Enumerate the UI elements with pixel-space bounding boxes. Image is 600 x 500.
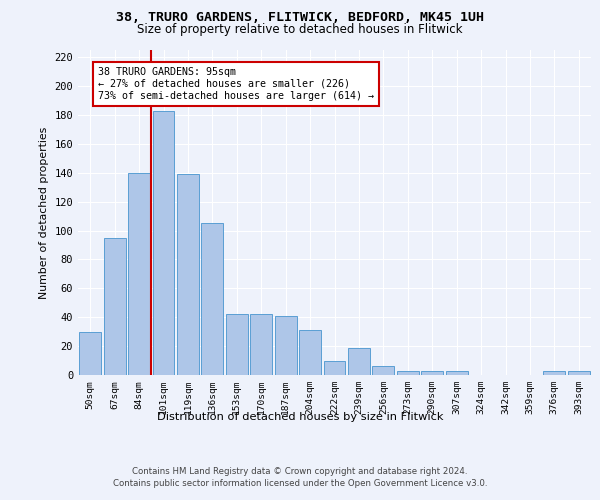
Text: Contains public sector information licensed under the Open Government Licence v3: Contains public sector information licen… xyxy=(113,479,487,488)
Text: 38, TRURO GARDENS, FLITWICK, BEDFORD, MK45 1UH: 38, TRURO GARDENS, FLITWICK, BEDFORD, MK… xyxy=(116,11,484,24)
Bar xyxy=(128,173,150,375)
Bar xyxy=(421,370,443,375)
Bar xyxy=(104,238,125,375)
Bar xyxy=(323,360,346,375)
Bar xyxy=(348,348,370,375)
Bar xyxy=(275,316,296,375)
Bar xyxy=(568,370,590,375)
Bar xyxy=(152,110,175,375)
Bar xyxy=(544,370,565,375)
Bar xyxy=(373,366,394,375)
Bar xyxy=(397,370,419,375)
Bar xyxy=(79,332,101,375)
Text: 38 TRURO GARDENS: 95sqm
← 27% of detached houses are smaller (226)
73% of semi-d: 38 TRURO GARDENS: 95sqm ← 27% of detache… xyxy=(98,68,374,100)
Bar xyxy=(446,370,467,375)
Y-axis label: Number of detached properties: Number of detached properties xyxy=(39,126,49,298)
Bar xyxy=(202,224,223,375)
Bar xyxy=(226,314,248,375)
Bar xyxy=(299,330,321,375)
Text: Contains HM Land Registry data © Crown copyright and database right 2024.: Contains HM Land Registry data © Crown c… xyxy=(132,468,468,476)
Bar xyxy=(177,174,199,375)
Bar xyxy=(250,314,272,375)
Text: Size of property relative to detached houses in Flitwick: Size of property relative to detached ho… xyxy=(137,22,463,36)
Text: Distribution of detached houses by size in Flitwick: Distribution of detached houses by size … xyxy=(157,412,443,422)
